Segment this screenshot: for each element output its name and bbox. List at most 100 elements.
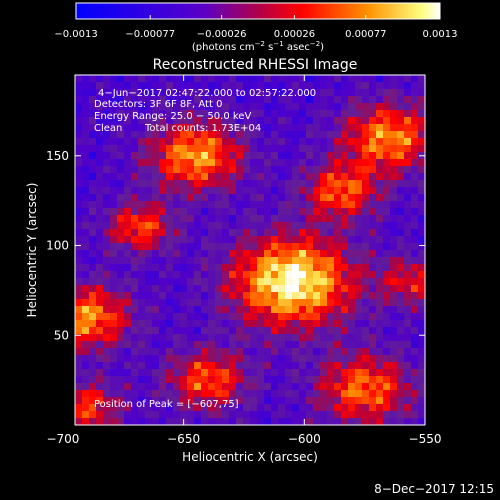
heatmap-cell <box>264 152 272 160</box>
heatmap-cell <box>397 159 405 167</box>
heatmap-cell <box>222 152 230 160</box>
heatmap-cell <box>404 215 412 223</box>
heatmap-cell <box>82 355 90 363</box>
heatmap-cell <box>89 320 97 328</box>
heatmap-cell <box>411 166 419 174</box>
heatmap-cell <box>229 376 237 384</box>
heatmap-cell <box>145 278 153 286</box>
heatmap-cell <box>299 411 307 419</box>
heatmap-cell <box>96 117 104 125</box>
heatmap-cell <box>250 383 258 391</box>
heatmap-cell <box>299 278 307 286</box>
heatmap-cell <box>124 306 132 314</box>
heatmap-cell <box>215 271 223 279</box>
heatmap-cell <box>362 243 370 251</box>
heatmap-cell <box>124 257 132 265</box>
heatmap-cell <box>96 173 104 181</box>
heatmap-cell <box>82 306 90 314</box>
heatmap-cell <box>131 180 139 188</box>
heatmap-cell <box>166 236 174 244</box>
heatmap-cell <box>271 257 279 265</box>
heatmap-cell <box>96 264 104 272</box>
heatmap-cell <box>201 152 209 160</box>
heatmap-cell <box>82 117 90 125</box>
heatmap-cell <box>397 285 405 293</box>
heatmap-cell <box>236 159 244 167</box>
heatmap-cell <box>236 341 244 349</box>
heatmap-cell <box>138 166 146 174</box>
heatmap-cell <box>131 313 139 321</box>
heatmap-cell <box>320 362 328 370</box>
heatmap-cell <box>411 159 419 167</box>
heatmap-cell <box>145 250 153 258</box>
heatmap-cell <box>96 236 104 244</box>
heatmap-cell <box>292 103 300 111</box>
heatmap-cell <box>180 138 188 146</box>
heatmap-cell <box>215 411 223 419</box>
heatmap-cell <box>124 166 132 174</box>
heatmap-cell <box>383 264 391 272</box>
heatmap-cell <box>327 187 335 195</box>
heatmap-cell <box>341 89 349 97</box>
heatmap-cell <box>390 229 398 237</box>
heatmap-cell <box>341 208 349 216</box>
heatmap-cell <box>362 404 370 412</box>
heatmap-cell <box>229 362 237 370</box>
heatmap-cell <box>292 96 300 104</box>
heatmap-cell <box>369 166 377 174</box>
heatmap-cell <box>348 110 356 118</box>
heatmap-cell <box>187 194 195 202</box>
heatmap-cell <box>173 404 181 412</box>
heatmap-cell <box>404 341 412 349</box>
heatmap-cell <box>299 103 307 111</box>
heatmap-cell <box>376 285 384 293</box>
heatmap-cell <box>173 89 181 97</box>
heatmap-cell <box>96 278 104 286</box>
heatmap-cell <box>320 117 328 125</box>
heatmap-cell <box>383 222 391 230</box>
heatmap-cell <box>334 173 342 181</box>
heatmap-cell <box>264 376 272 384</box>
heatmap-cell <box>89 159 97 167</box>
heatmap-cell <box>138 173 146 181</box>
heatmap-cell <box>180 404 188 412</box>
heatmap-cell <box>299 299 307 307</box>
heatmap-cell <box>383 341 391 349</box>
heatmap-cell <box>201 250 209 258</box>
heatmap-cell <box>271 222 279 230</box>
heatmap-cell <box>369 278 377 286</box>
heatmap-cell <box>299 285 307 293</box>
heatmap-cell <box>313 75 321 83</box>
heatmap-cell <box>229 341 237 349</box>
heatmap-cell <box>397 320 405 328</box>
heatmap-cell <box>229 418 237 426</box>
heatmap-cell <box>313 390 321 398</box>
heatmap-cell <box>222 278 230 286</box>
heatmap-cell <box>369 201 377 209</box>
heatmap-cell <box>327 369 335 377</box>
heatmap-cell <box>348 138 356 146</box>
heatmap-cell <box>124 411 132 419</box>
heatmap-cell <box>271 159 279 167</box>
heatmap-cell <box>411 285 419 293</box>
heatmap-cell <box>166 159 174 167</box>
heatmap-cell <box>229 264 237 272</box>
heatmap-cell <box>257 117 265 125</box>
heatmap-cell <box>397 341 405 349</box>
heatmap-cell <box>362 320 370 328</box>
heatmap-cell <box>201 103 209 111</box>
heatmap-cell <box>306 229 314 237</box>
heatmap-cell <box>117 159 125 167</box>
heatmap-cell <box>124 418 132 426</box>
heatmap-cell <box>334 229 342 237</box>
heatmap-cell <box>180 376 188 384</box>
heatmap-cell <box>257 96 265 104</box>
heatmap-cell <box>250 341 258 349</box>
heatmap-cell <box>376 250 384 258</box>
heatmap-cell <box>383 334 391 342</box>
heatmap-cell <box>285 250 293 258</box>
heatmap-cell <box>159 313 167 321</box>
heatmap-cell <box>250 208 258 216</box>
heatmap-cell <box>313 208 321 216</box>
heatmap-cell <box>89 124 97 132</box>
